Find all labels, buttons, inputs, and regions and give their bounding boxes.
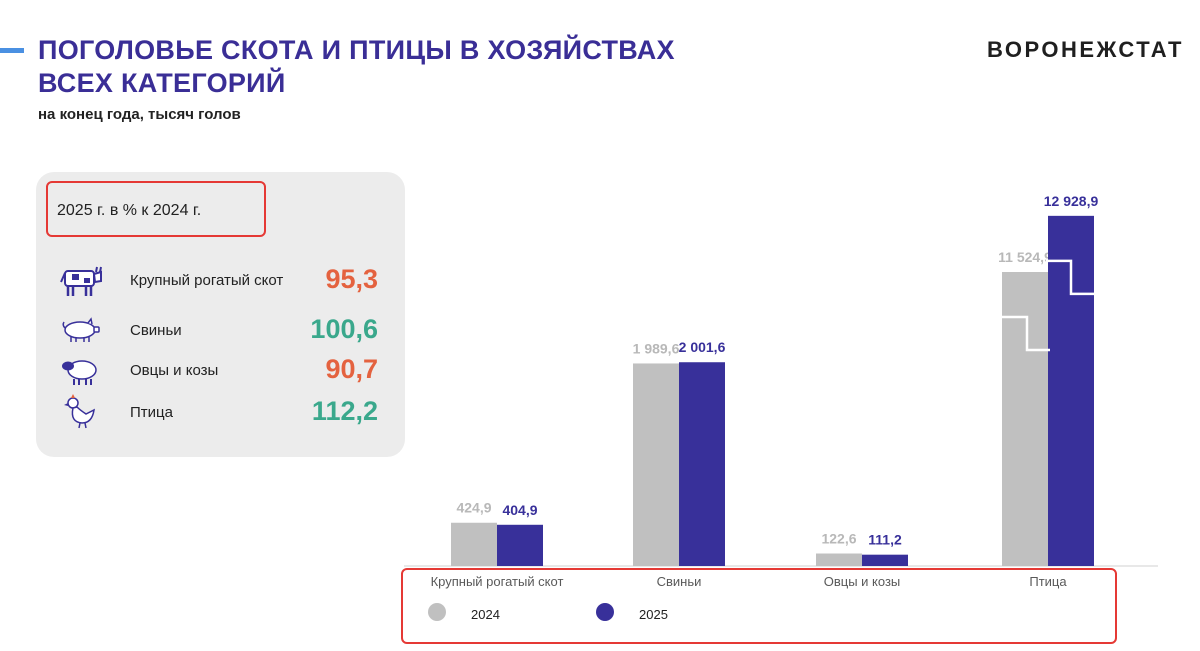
comparison-value: 112,2 [311, 396, 378, 426]
data-label-2024-1: 1 989,6 [633, 340, 680, 356]
bar-2025-1 [679, 362, 725, 566]
page-subtitle: на конец года, тысяч голов [38, 106, 241, 123]
x-tick-label-1: Свиньи [657, 574, 702, 589]
data-label-2025-1: 2 001,6 [679, 339, 726, 355]
bar-2024-0 [451, 522, 497, 566]
title-accent-bar [0, 48, 24, 53]
comparison-row-cattle: Крупный рогатый скот 95,3 [36, 260, 405, 300]
bar-2024-2 [816, 553, 862, 566]
legend-label-2025: 2025 [639, 607, 668, 622]
livestock-bar-chart: 424,9 404,9 Крупный рогатый скот 1 989,6 2 0… [404, 193, 1158, 622]
data-label-2025-0: 404,9 [502, 502, 537, 518]
pig-icon [58, 310, 104, 350]
data-label-2024-3: 11 524,9 [998, 249, 1052, 265]
sheep-icon [58, 350, 104, 390]
comparison-label: Крупный рогатый скот [130, 272, 284, 289]
legend-marker-2025 [596, 603, 614, 621]
legend-marker-2024 [428, 603, 446, 621]
panel-heading: 2025 г. в % к 2024 г. [57, 202, 202, 219]
comparison-label: Свиньи [130, 322, 182, 339]
bar-2024-1 [633, 363, 679, 566]
bar-2025-0 [497, 524, 543, 566]
title-line-2: ВСЕХ КАТЕГОРИЙ [38, 68, 286, 98]
axis-break-marker-2025 [1046, 259, 1096, 296]
comparison-label: Птица [130, 404, 173, 421]
x-tick-label-2: Овцы и козы [824, 574, 901, 589]
data-label-2024-0: 424,9 [456, 500, 491, 516]
bar-2024-3 [1002, 272, 1048, 566]
comparison-row-poultry: Птица 112,2 [36, 392, 405, 432]
comparison-value: 90,7 [325, 354, 378, 384]
legend-label-2024: 2024 [471, 607, 500, 622]
data-label-2024-2: 122,6 [821, 531, 856, 547]
brand-logo: ВОРОНЕЖСТАТ [987, 37, 1184, 62]
axis-break-marker-2024 [1000, 315, 1050, 352]
comparison-row-pigs: Свиньи 100,6 [36, 310, 405, 350]
chicken-icon [58, 392, 104, 432]
page-title: ПОГОЛОВЬЕ СКОТА И ПТИЦЫ В ХОЗЯЙСТВАХ ВСЕ… [38, 34, 675, 100]
comparison-panel: 2025 г. в % к 2024 г. Крупный рогатый ск… [36, 172, 405, 457]
data-label-2025-2: 111,2 [868, 532, 902, 548]
legend-highlight [401, 568, 1117, 644]
data-label-2025-3: 12 928,9 [1044, 193, 1099, 209]
title-line-1: ПОГОЛОВЬЕ СКОТА И ПТИЦЫ В ХОЗЯЙСТВАХ [38, 35, 675, 65]
cow-icon [58, 260, 104, 300]
comparison-row-sheep: Овцы и козы 90,7 [36, 350, 405, 390]
comparison-label: Овцы и козы [130, 362, 219, 379]
comparison-value: 100,6 [310, 314, 378, 344]
panel-heading-highlight [46, 181, 266, 237]
x-tick-label-0: Крупный рогатый скот [431, 574, 564, 589]
x-tick-label-3: Птица [1029, 574, 1067, 589]
bar-2025-2 [862, 554, 908, 566]
comparison-value: 95,3 [325, 264, 378, 294]
